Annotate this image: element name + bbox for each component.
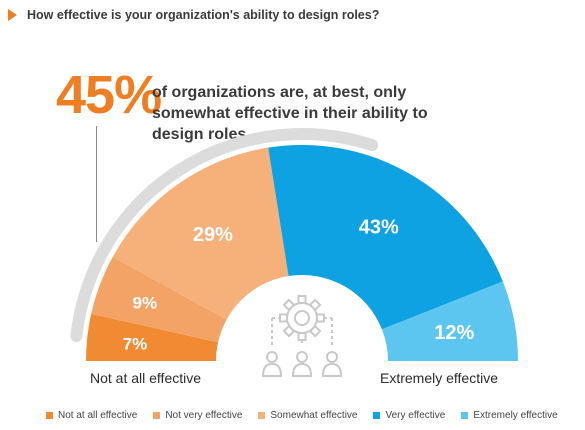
legend-swatch [373,411,381,419]
gauge-track-arc [70,128,379,343]
legend-label: Not very effective [165,409,243,421]
chart-value-labels: 7% 9% 29% 43% 12% [123,216,475,353]
legend-swatch [153,411,161,419]
gear-and-people-icon [261,295,343,377]
legend-item: Not at all effective [46,410,137,421]
highlight-text: of organizations are, at best, only some… [152,84,428,143]
legend-swatch [258,411,266,419]
left-end-label: Not at all effective [90,370,202,386]
play-arrow-icon [8,9,17,21]
legend-item: Very effective [373,410,445,421]
value-label: 7% [123,335,148,354]
legend-swatch [461,411,469,419]
legend-label: Extremely effective [473,409,558,421]
right-end-label: Extremely effective [380,370,499,386]
legend-item: Somewhat effective [258,410,357,421]
value-label: 29% [193,224,233,246]
legend-item: Not very effective [153,410,242,421]
chart-segments [86,145,518,361]
legend-label: Somewhat effective [270,409,358,421]
segment-very-effective [268,145,503,330]
value-label: 12% [434,322,474,344]
legend: Not at all effective Not very effective So… [46,406,576,424]
leader-line [96,126,97,242]
legend-label: Very effective [385,409,446,421]
segment-extremely-effective [381,281,518,361]
value-label: 43% [359,216,399,238]
segment-not-very-effective [91,256,227,343]
question-text: How effective is your organization's abi… [27,8,380,22]
semicircle-chart: 7% 9% 29% 43% 12% [70,128,518,377]
legend-swatch [46,411,53,419]
segment-somewhat-effective [112,147,289,320]
question-header: How effective is your organization's abi… [8,4,568,26]
legend-item: Extremely effective [461,409,558,421]
value-label: 9% [133,294,158,313]
segment-not-at-all-effective [86,313,219,361]
legend-label: Not at all effective [58,409,138,421]
highlight-percentage: 45% [56,65,162,125]
